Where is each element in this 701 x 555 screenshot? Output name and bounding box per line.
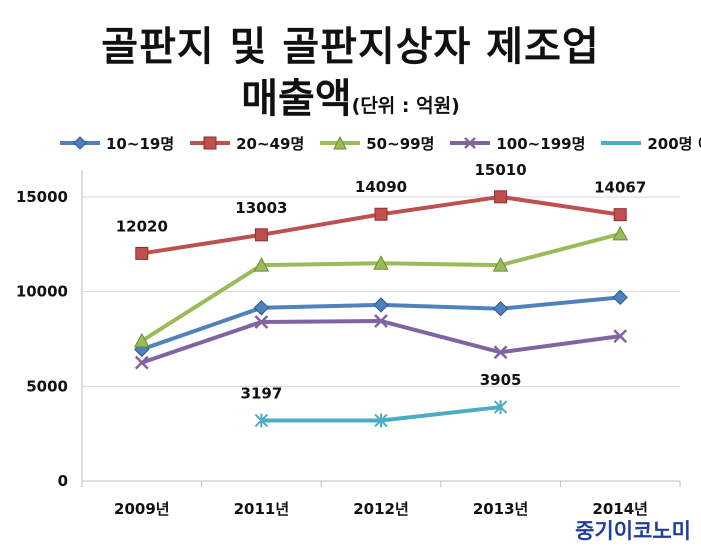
legend-label-10-19: 10~19명 <box>106 134 175 153</box>
data-point-series_20_49 <box>135 246 149 260</box>
data-point-series_200 <box>493 400 508 415</box>
legend-label-20-49: 20~49명 <box>236 134 305 153</box>
y-tick-label: 0 <box>58 472 68 490</box>
data-point-series_100_199 <box>134 355 149 370</box>
data-point-series_100_199 <box>493 345 508 360</box>
brand-logo: 중기이코노미 <box>575 519 691 543</box>
legend-item-20-49[interactable]: 20~49명 <box>188 133 304 154</box>
data-point-series_20_49 <box>613 208 627 222</box>
data-point-series_10_19 <box>373 297 389 313</box>
data-point-series_100_199 <box>374 314 388 328</box>
chart-title: 골판지 및 골판지상자 제조업 <box>101 24 600 70</box>
data-point-series_10_19 <box>253 300 270 316</box>
legend-item-50-99[interactable]: 50~99명 <box>318 133 434 154</box>
y-tick-label: 5000 <box>26 377 68 395</box>
data-point-series_20_49 <box>254 228 268 242</box>
data-label: 14067 <box>594 179 646 197</box>
legend-marker-10-19 <box>60 136 100 150</box>
legend-label-200: 200명 이상 <box>647 134 701 153</box>
legend-marker-20-49 <box>190 136 231 150</box>
data-label: 14090 <box>355 178 407 196</box>
x-tick-label: 2009년 <box>114 500 170 518</box>
data-point-series_100_199 <box>254 315 269 329</box>
x-tick-label: 2011년 <box>234 500 290 518</box>
data-point-series_100_199 <box>613 329 628 344</box>
data-point-series_50_99 <box>133 332 150 348</box>
data-label: 12020 <box>116 217 168 235</box>
legend-label-50-99: 50~99명 <box>366 134 435 153</box>
data-label: 3197 <box>241 384 283 402</box>
y-tick-label: 10000 <box>16 283 68 301</box>
unit-label: (단위 : 억원) <box>351 95 460 117</box>
data-point-series_200 <box>254 413 269 428</box>
legend-item-10-19[interactable]: 10~19명 <box>58 133 174 154</box>
legend-marker-200 <box>601 141 642 145</box>
data-point-series_10_19 <box>492 300 509 317</box>
data-point-series_50_99 <box>492 257 509 272</box>
y-tick-label: 15000 <box>16 188 68 206</box>
data-point-series_20_49 <box>374 207 388 221</box>
series-line-series_100_199 <box>141 319 621 365</box>
data-point-series_50_99 <box>612 225 629 241</box>
legend-marker-100-199 <box>450 137 491 149</box>
x-tick-label: 2012년 <box>353 500 409 518</box>
legend-item-200[interactable]: 200명 이상 <box>599 133 701 154</box>
data-point-series_20_49 <box>494 190 508 204</box>
data-point-series_50_99 <box>253 257 270 272</box>
data-point-series_50_99 <box>373 255 389 270</box>
legend: 10~19명 20~49명 50~99명 100~199명 200명 이상 <box>58 132 701 154</box>
chart-subtitle-main: 매출액 <box>241 76 352 122</box>
data-label: 15010 <box>475 161 527 179</box>
chart-subtitle: 매출액(단위 : 억원) <box>0 66 701 124</box>
legend-marker-50-99 <box>320 136 361 150</box>
series-line-series_20_49 <box>141 194 621 256</box>
legend-label-100-199: 100~199명 <box>496 134 586 153</box>
x-tick-label: 2013년 <box>473 500 529 518</box>
legend-item-100-199[interactable]: 100~199명 <box>448 133 585 154</box>
data-label: 3905 <box>480 371 522 389</box>
x-tick-label: 2014년 <box>592 500 648 518</box>
data-point-series_200 <box>374 413 388 428</box>
data-point-series_10_19 <box>612 289 628 306</box>
data-label: 13003 <box>235 199 287 217</box>
